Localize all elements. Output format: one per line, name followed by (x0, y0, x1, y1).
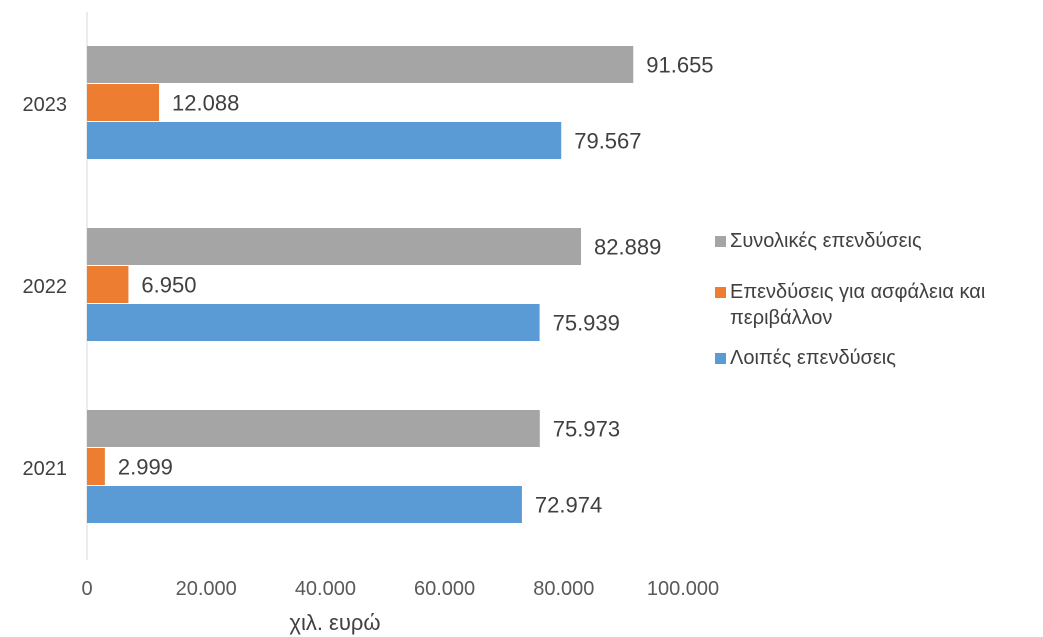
legend-swatch-total (715, 236, 726, 247)
data-label-2021-series-0: 72.974 (535, 493, 602, 518)
data-label-2023-series-0: 79.567 (574, 129, 641, 154)
category-label-2022: 2022 (23, 276, 68, 298)
data-label-2023-series-1: 12.088 (172, 91, 239, 116)
legend-item-safety-environment: Επενδύσεις για ασφάλεια και περιβάλλον (715, 279, 1035, 331)
bar-2023-series-1 (87, 84, 160, 121)
bar-2023-series-0 (87, 122, 562, 159)
data-label-2022-series-2: 82.889 (594, 235, 661, 260)
legend-label-total: Συνολικές επενδύσεις (730, 230, 922, 252)
x-axis-title: χιλ. ευρώ (289, 610, 380, 635)
legend-item-other: Λοιπές επενδύσεις (715, 345, 1035, 371)
data-label-2021-series-1: 2.999 (118, 455, 173, 480)
legend-swatch-safety-environment (715, 287, 726, 298)
data-label-2022-series-0: 75.939 (553, 311, 620, 336)
bar-2023-series-2 (87, 46, 634, 83)
data-label-2023-series-2: 91.655 (646, 53, 713, 78)
bar-2021-series-0 (87, 486, 522, 523)
x-tick-label-2: 40.000 (295, 578, 356, 600)
category-label-2023: 2023 (23, 94, 68, 116)
category-label-2021: 2021 (23, 458, 68, 480)
bar-2022-series-0 (87, 304, 540, 341)
chart-legend: Συνολικές επενδύσεις Επενδύσεις για ασφά… (715, 228, 1035, 371)
bar-2022-series-2 (87, 228, 582, 265)
x-tick-label-4: 80.000 (533, 578, 594, 600)
bar-2021-series-1 (87, 448, 105, 485)
bar-2022-series-1 (87, 266, 129, 303)
legend-label-safety-environment: Επενδύσεις για ασφάλεια και περιβάλλον (730, 281, 986, 329)
legend-item-total: Συνολικές επενδύσεις (715, 228, 1035, 254)
legend-swatch-other (715, 353, 726, 364)
legend-label-other: Λοιπές επενδύσεις (730, 347, 896, 369)
data-label-2022-series-1: 6.950 (141, 273, 196, 298)
x-tick-label-1: 20.000 (176, 578, 237, 600)
x-tick-label-5: 100.000 (647, 578, 719, 600)
x-tick-label-3: 60.000 (414, 578, 475, 600)
data-label-2021-series-2: 75.973 (553, 417, 620, 442)
x-tick-label-0: 0 (81, 578, 92, 600)
bar-2021-series-2 (87, 410, 540, 447)
